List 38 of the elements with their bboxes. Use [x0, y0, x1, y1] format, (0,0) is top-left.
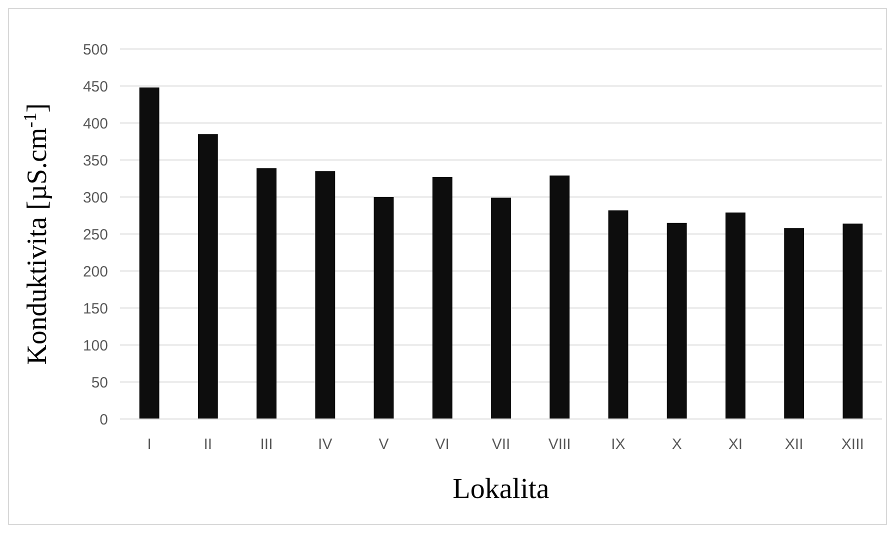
- x-tick-label: III: [260, 436, 273, 453]
- x-tick-label: VII: [492, 436, 510, 453]
- x-axis-title: Lokalita: [452, 473, 550, 505]
- x-tick-label: V: [378, 436, 389, 453]
- y-tick-label: 450: [82, 78, 108, 96]
- x-tick-label: XI: [728, 436, 743, 453]
- bar: [666, 222, 687, 419]
- x-tick-label: X: [672, 436, 682, 453]
- bar: [315, 171, 336, 419]
- y-tick-label: 0: [100, 411, 108, 428]
- y-tick-label: 150: [82, 300, 108, 318]
- x-tick-label: VIII: [548, 436, 571, 453]
- bar: [374, 197, 394, 419]
- bar: [139, 87, 160, 419]
- bar: [432, 177, 452, 419]
- bar: [842, 224, 863, 419]
- x-tick-label: I: [147, 436, 152, 453]
- x-tick-label: IV: [318, 436, 332, 453]
- y-tick-label: 500: [82, 41, 108, 58]
- x-tick-label: II: [204, 436, 212, 453]
- y-tick-label: 350: [82, 152, 108, 170]
- y-tick-label: 100: [82, 337, 108, 354]
- bar: [198, 134, 218, 419]
- y-tick-label: 400: [82, 115, 108, 132]
- bar: [550, 176, 570, 419]
- x-tick-label: IX: [611, 436, 626, 453]
- bar: [608, 210, 628, 419]
- bar: [491, 198, 511, 419]
- y-tick-label: 300: [82, 189, 108, 206]
- x-tick-label: VI: [435, 436, 450, 453]
- bar: [784, 228, 804, 419]
- x-tick-label: XII: [784, 436, 804, 453]
- bar: [725, 212, 746, 419]
- y-tick-label: 50: [91, 374, 108, 392]
- y-tick-label: 250: [82, 226, 108, 244]
- bar: [256, 168, 277, 419]
- x-tick-label: XIII: [841, 436, 864, 453]
- y-tick-label: 200: [82, 263, 108, 280]
